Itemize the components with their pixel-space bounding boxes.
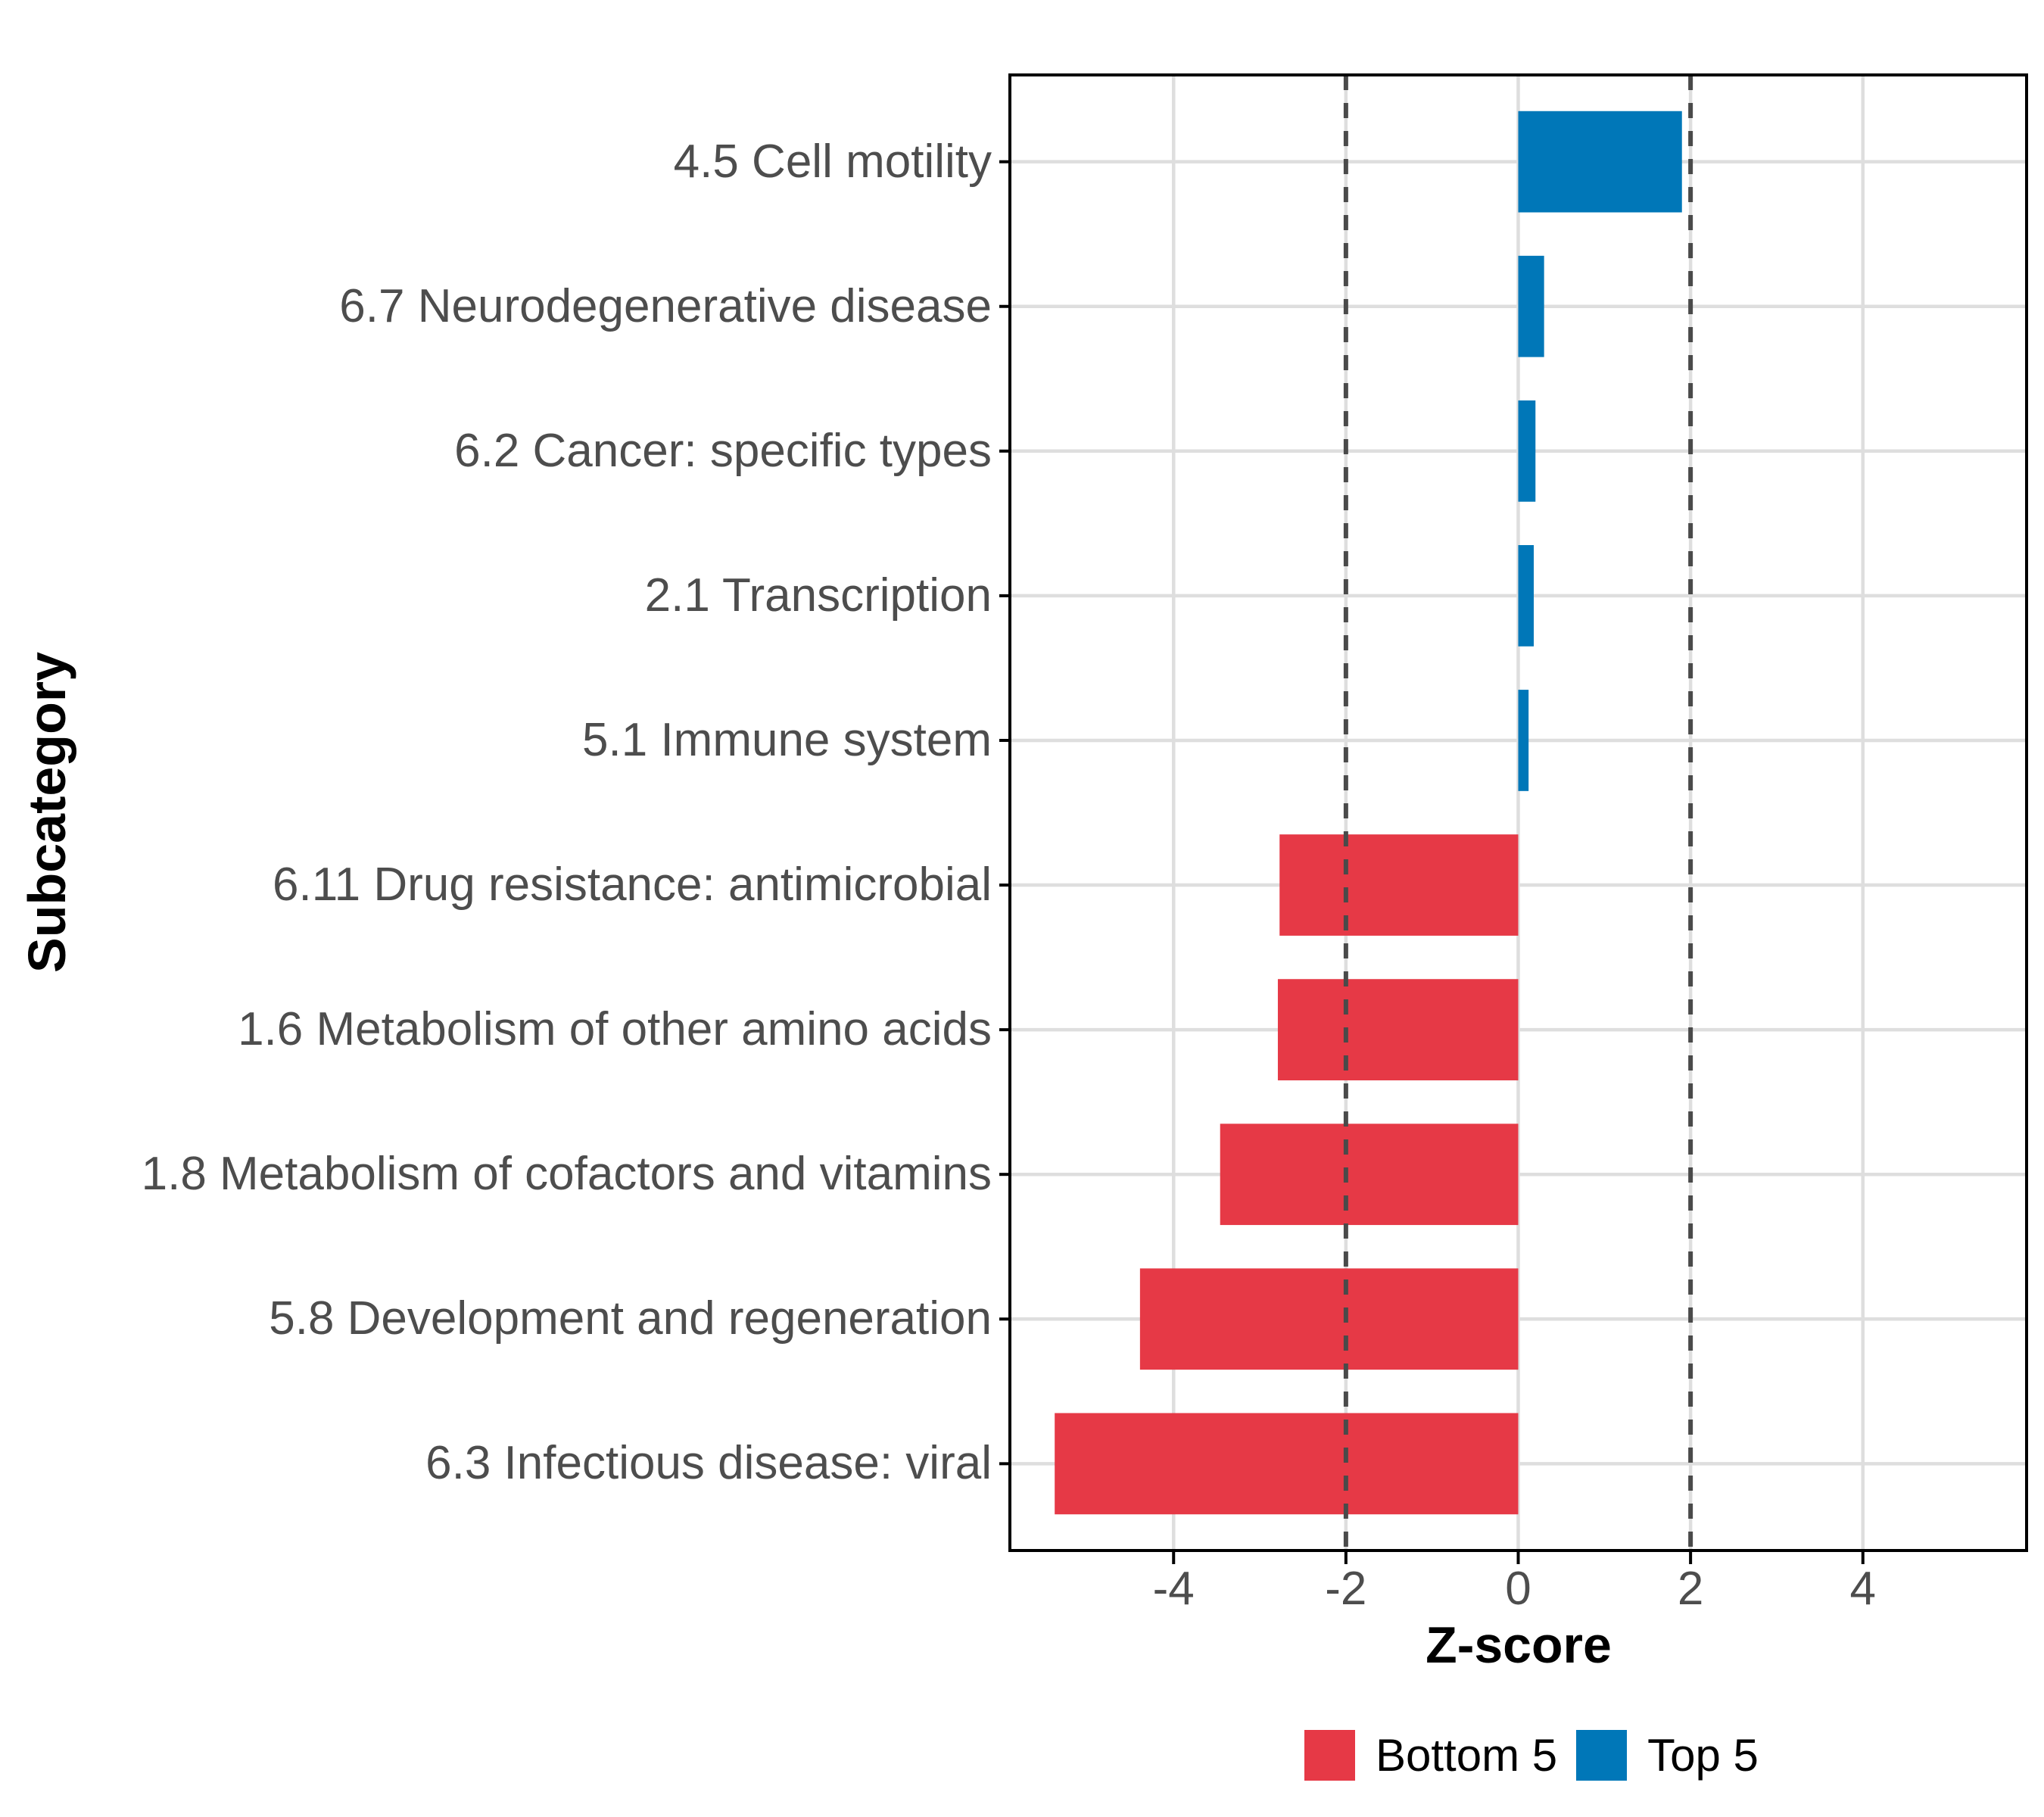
legend-label-top5: Top 5 [1647, 1730, 1759, 1781]
category-label: 1.8 Metabolism of cofactors and vitamins [141, 1148, 992, 1201]
x-tick-label: -4 [1152, 1563, 1195, 1615]
x-tick-label: 0 [1505, 1563, 1531, 1615]
bar [1518, 111, 1682, 213]
bar [1220, 1124, 1519, 1226]
category-label: 1.6 Metabolism of other amino acids [238, 1003, 992, 1056]
x-axis-title: Z-score [1426, 1616, 1612, 1674]
bar [1518, 255, 1544, 357]
category-label: 2.1 Transcription [644, 569, 992, 622]
y-axis-title: Subcategory [17, 652, 76, 973]
legend-item-top5: Top 5 [1576, 1730, 1759, 1781]
legend-swatch-top5-icon [1576, 1730, 1628, 1781]
category-label: 6.11 Drug resistance: antimicrobial [273, 859, 992, 912]
bar [1277, 979, 1519, 1080]
x-tick-label: -2 [1325, 1563, 1367, 1615]
bar [1518, 400, 1536, 502]
category-label: 6.3 Infectious disease: viral [425, 1437, 992, 1490]
category-label: 6.2 Cancer: specific types [454, 424, 992, 477]
x-tick-label: 2 [1677, 1563, 1704, 1615]
category-label: 5.8 Development and regeneration [269, 1292, 992, 1345]
legend-swatch-bottom5-icon [1304, 1730, 1355, 1781]
bar [1518, 545, 1534, 647]
bar [1055, 1413, 1519, 1515]
legend: Bottom 5 Top 5 [1304, 1730, 1759, 1781]
legend-label-bottom5: Bottom 5 [1376, 1730, 1558, 1781]
category-label: 5.1 Immune system [582, 713, 992, 766]
bar [1279, 834, 1519, 936]
bar [1139, 1268, 1519, 1370]
bar [1518, 690, 1529, 791]
legend-item-bottom5: Bottom 5 [1304, 1730, 1557, 1781]
category-label: 4.5 Cell motility [673, 135, 992, 188]
category-label: 6.7 Neurodegenerative disease [339, 279, 992, 332]
x-tick-label: 4 [1849, 1563, 1876, 1615]
